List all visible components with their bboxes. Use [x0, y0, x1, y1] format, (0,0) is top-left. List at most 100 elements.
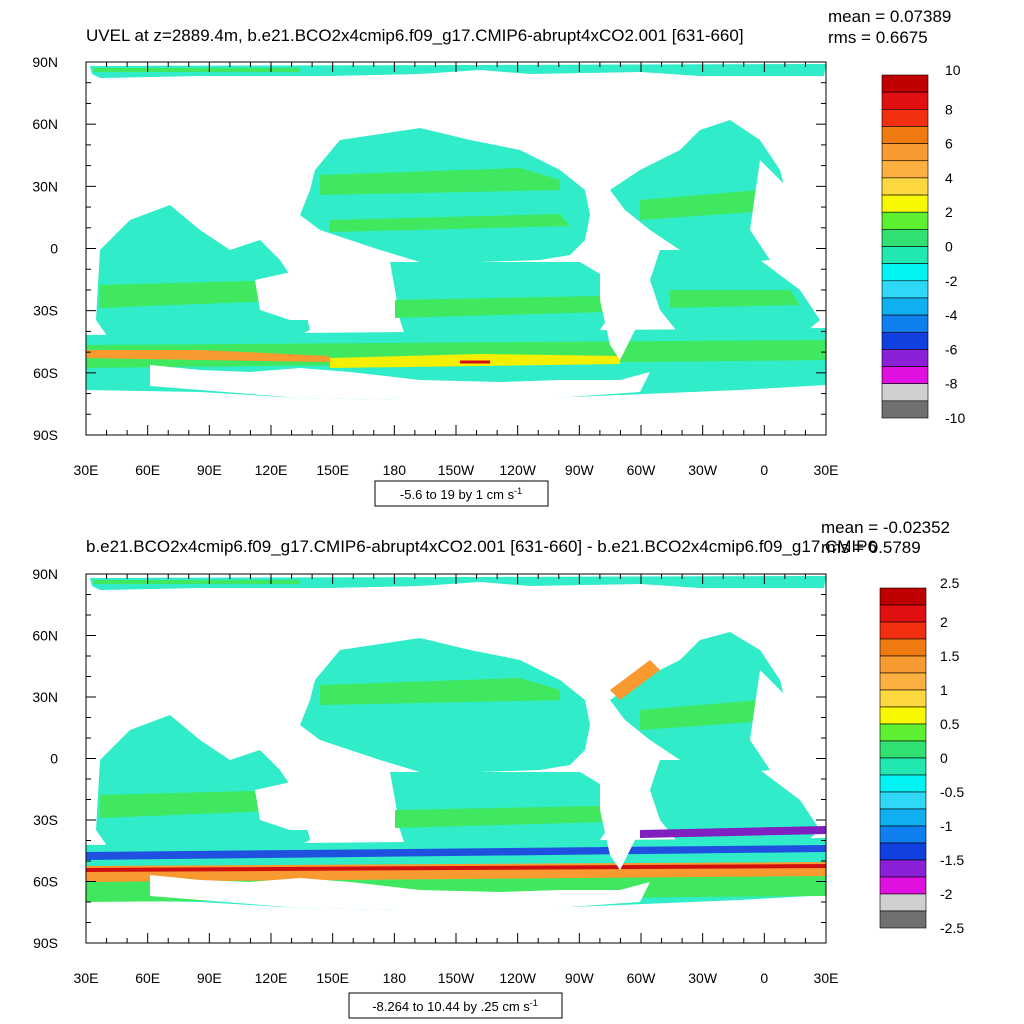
colorbar-swatch [879, 893, 927, 912]
arctic-ocean [90, 64, 826, 78]
colorbar-label: 2.5 [940, 575, 960, 591]
panel-a-ocean [86, 64, 826, 402]
north-atlantic-band [640, 190, 780, 220]
colorbar-label: 0 [945, 239, 953, 255]
panel-a-map [86, 62, 826, 435]
panel-a-range-box [374, 480, 549, 507]
colorbar-label: -6 [945, 341, 958, 357]
colorbar-swatch [879, 638, 927, 657]
x-tick-label: 150W [438, 970, 475, 986]
x-tick-label: 120W [499, 970, 536, 986]
land-antarctica-a [150, 365, 650, 402]
y-tick-label: 30N [32, 689, 58, 705]
x-tick-label: 90E [197, 970, 222, 986]
panel-b-mean: mean = -0.02352 [821, 518, 950, 537]
panel-a-colorbar: 10 8 6 4 2 0 -2 -4 -6 -8 -10 [881, 62, 965, 426]
colorbar-swatch [879, 655, 927, 674]
x-tick-label: 150E [316, 462, 349, 478]
x-tick-label: 30E [74, 970, 99, 986]
colorbar-swatch [881, 263, 929, 282]
colorbar-label: -8 [945, 376, 958, 392]
colorbar-label: -1 [940, 818, 953, 834]
colorbar-label: 8 [945, 101, 953, 117]
y-tick-label: 60N [32, 116, 58, 132]
x-tick-label: 120E [255, 970, 288, 986]
colorbar-swatch [879, 808, 927, 827]
colorbar-swatch [881, 383, 929, 402]
colorbar-swatch [881, 160, 929, 179]
land-australia-a [255, 270, 340, 320]
indian-ocean-band [100, 280, 300, 308]
panel-zonal-velocity: UVEL at z=2889.4m, b.e21.BCO2x4cmip6.f09… [32, 7, 965, 507]
x-tick-label: 30E [74, 462, 99, 478]
colorbar-swatch [881, 143, 929, 162]
panel-b-range-box [348, 992, 563, 1019]
colorbar-label: 1 [940, 682, 948, 698]
y-tick-label: 60S [33, 365, 58, 381]
colorbar-swatch [879, 842, 927, 861]
colorbar-swatch [881, 331, 929, 350]
colorbar-swatch [881, 400, 929, 419]
colorbar-swatch [881, 74, 929, 93]
south-atlantic-band [670, 290, 800, 308]
panel-a-y-ticks: 90N 60N 30N 0 30S 60S 90S [32, 54, 826, 443]
acc-red-b [86, 864, 826, 872]
colorbar-swatch [881, 314, 929, 333]
colorbar-swatch [881, 211, 929, 230]
x-tick-label: 0 [760, 462, 768, 478]
y-tick-label: 30N [32, 178, 58, 194]
acc-blue-b [86, 845, 826, 860]
colorbar-swatch [879, 672, 927, 691]
north-pacific-band-2 [330, 214, 570, 232]
y-tick-label: 60N [32, 628, 58, 644]
colorbar-swatch [881, 246, 929, 264]
panel-b-x-ticks: 30E 60E 90E 120E 150E 180 150W 120W 90W 60W 30W 0 30… [74, 574, 839, 986]
colorbar-label: 6 [945, 136, 953, 152]
colorbar-swatch [879, 910, 927, 929]
y-tick-label: 0 [50, 241, 58, 257]
y-tick-label: 30S [33, 303, 58, 319]
colorbar-swatch [879, 587, 927, 606]
arctic-ocean-b [90, 576, 826, 590]
y-tick-label: 60S [33, 874, 58, 890]
panel-b-rms: rms = 0.5789 [821, 538, 921, 557]
x-tick-label: 0 [760, 970, 768, 986]
colorbar-label: -2 [940, 886, 953, 902]
x-tick-label: 90E [197, 462, 222, 478]
panel-b-title: b.e21.BCO2x4cmip6.f09_g17.CMIP6-abrupt4x… [86, 537, 877, 556]
panel-b-y-ticks: 90N 60N 30N 0 30S 60S 90S [32, 566, 826, 951]
colorbar-swatch [879, 791, 927, 810]
colorbar-label: 0.5 [940, 716, 960, 732]
colorbar-swatch [881, 349, 929, 367]
y-tick-label: 90S [33, 935, 58, 951]
y-tick-label: 0 [50, 751, 58, 767]
land-africa-b [750, 670, 826, 810]
x-tick-label: 150E [316, 970, 349, 986]
colorbar-swatch [879, 706, 927, 725]
x-tick-label: 60E [135, 970, 160, 986]
panel-difference: b.e21.BCO2x4cmip6.f09_g17.CMIP6-abrupt4x… [32, 518, 964, 1019]
colorbar-swatch [881, 280, 929, 299]
panel-a-mean: mean = 0.07389 [828, 7, 951, 26]
y-tick-label: 90N [32, 54, 58, 70]
gulf-stream-jet [610, 660, 660, 700]
panel-a-rms: rms = 0.6675 [828, 28, 928, 47]
colorbar-label: 4 [945, 170, 953, 186]
colorbar-label: -10 [945, 410, 965, 426]
acc-purple-b [640, 826, 826, 838]
arctic-band-b [94, 580, 300, 584]
colorbar-label: -2 [945, 273, 958, 289]
north-atlantic [610, 120, 790, 265]
north-pacific-band-1 [320, 168, 560, 195]
colorbar-label: -2.5 [940, 920, 964, 936]
acc-jet-orange [86, 350, 330, 362]
x-tick-label: 180 [383, 462, 407, 478]
north-atlantic-band-b [640, 700, 780, 730]
colorbar-label: 2 [945, 204, 953, 220]
y-tick-label: 30S [33, 812, 58, 828]
colorbar-swatch [879, 757, 927, 776]
land-africa-a [750, 160, 826, 300]
colorbar-swatch [881, 229, 929, 247]
x-tick-label: 30E [814, 970, 839, 986]
colorbar-swatch [881, 126, 929, 144]
